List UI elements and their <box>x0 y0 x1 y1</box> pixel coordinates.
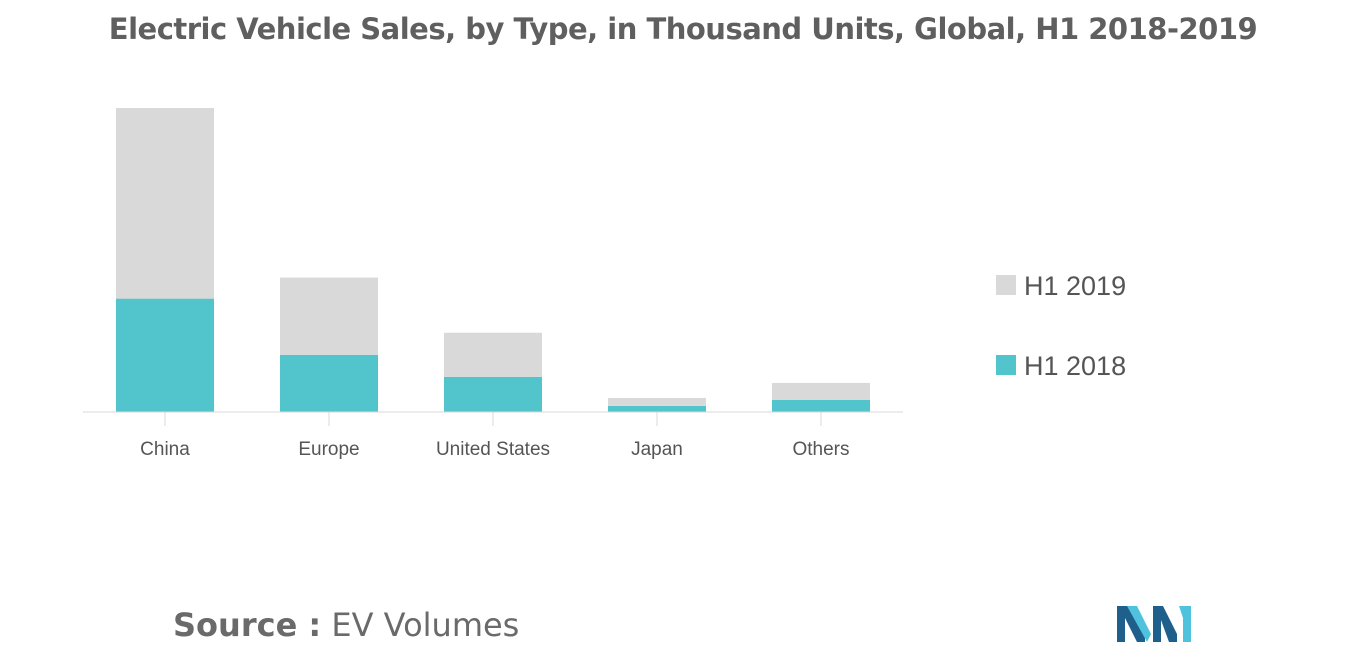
mordor-intelligence-logo-icon <box>1117 606 1191 642</box>
source-value: EV Volumes <box>331 606 520 644</box>
bar-united-states-h1-2019 <box>444 332 542 377</box>
bar-europe-h1-2018 <box>280 354 378 412</box>
legend-label: H1 2019 <box>1024 271 1126 301</box>
legend: H1 2019 H1 2018 <box>996 271 1126 381</box>
x-ticks-group <box>164 412 822 426</box>
bar-chart: China Europe United States Japan Others H1 2… <box>83 108 1126 460</box>
bar-europe-h1-2019 <box>280 277 378 355</box>
bars-group <box>116 108 870 412</box>
x-tick-label: Japan <box>631 439 683 460</box>
legend-swatch <box>996 275 1016 295</box>
source-label: Source : <box>173 606 322 644</box>
bar-others-h1-2019 <box>772 382 870 400</box>
legend-swatch <box>996 355 1016 375</box>
x-tick-label: Europe <box>298 439 359 460</box>
legend-label: H1 2018 <box>1024 351 1126 381</box>
bar-united-states-h1-2018 <box>444 376 542 412</box>
x-tick-label: Others <box>792 439 849 460</box>
x-labels-group: China Europe United States Japan Others <box>140 439 849 460</box>
bar-japan-h1-2019 <box>608 397 706 406</box>
bar-others-h1-2018 <box>772 399 870 412</box>
bar-china-h1-2018 <box>116 298 214 412</box>
x-tick-label: United States <box>436 439 550 460</box>
x-tick-label: China <box>140 439 190 460</box>
bar-japan-h1-2018 <box>608 405 706 412</box>
bar-china-h1-2019 <box>116 108 214 299</box>
chart-title: Electric Vehicle Sales, by Type, in Thou… <box>108 12 1258 46</box>
source-note: Source : EV Volumes <box>173 606 519 644</box>
